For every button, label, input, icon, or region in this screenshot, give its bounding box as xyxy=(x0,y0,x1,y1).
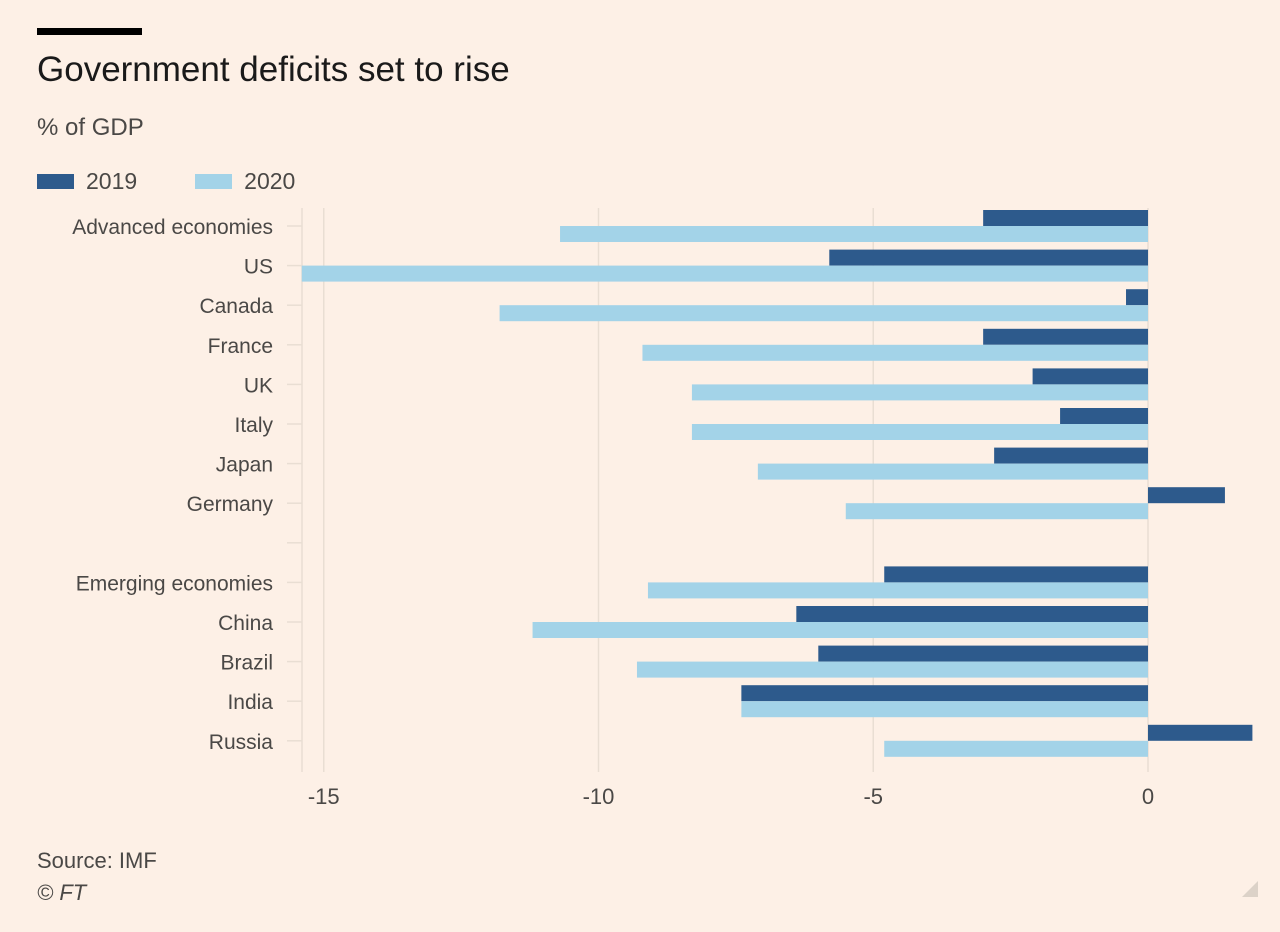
resize-corner-icon xyxy=(1242,881,1258,897)
category-label: Canada xyxy=(199,295,273,318)
category-label: France xyxy=(208,335,273,358)
category-label: US xyxy=(244,256,273,279)
x-tick-label: -10 xyxy=(583,784,615,809)
legend-swatch-2019 xyxy=(37,173,74,189)
bar-2019-6 xyxy=(994,447,1148,464)
copyright-note: © FT xyxy=(37,880,87,905)
bar-2020-1 xyxy=(301,265,1148,282)
x-tick-label: -15 xyxy=(308,784,340,809)
legend: 2019 2020 xyxy=(37,167,353,195)
bar-2019-10 xyxy=(796,606,1148,622)
bar-2019-9 xyxy=(884,566,1148,583)
source-note: Source: IMF xyxy=(37,848,157,873)
bar-2020-2 xyxy=(499,305,1149,322)
bar-2019-7 xyxy=(1148,487,1225,504)
category-label: China xyxy=(218,612,273,635)
category-label: Italy xyxy=(234,414,273,437)
category-label: Brazil xyxy=(220,652,273,675)
legend-swatch-2020 xyxy=(195,173,233,189)
bar-2020-5 xyxy=(691,424,1148,440)
bar-2020-10 xyxy=(532,622,1148,638)
bar-2019-0 xyxy=(983,210,1148,226)
x-tick-label: 0 xyxy=(1142,784,1154,809)
bar-2019-12 xyxy=(741,685,1148,702)
category-label: Germany xyxy=(187,493,274,516)
bar-2020-13 xyxy=(884,740,1148,757)
bar-2020-4 xyxy=(691,384,1148,401)
bar-2020-6 xyxy=(757,463,1148,480)
bar-chart: Advanced economies US Canada France UK Italy J… xyxy=(72,208,1253,809)
category-label: Emerging economies xyxy=(76,572,273,595)
legend-label-2020: 2020 xyxy=(244,167,296,194)
category-label: Advanced economies xyxy=(72,216,273,239)
category-label: Japan xyxy=(216,454,273,477)
bar-2019-1 xyxy=(829,249,1148,266)
bar-2020-7 xyxy=(845,503,1148,520)
category-label: Russia xyxy=(209,731,274,754)
legend-item-2019: 2019 xyxy=(37,168,137,195)
bar-2020-0 xyxy=(560,226,1148,242)
bar-2019-2 xyxy=(1126,289,1148,306)
bar-2019-5 xyxy=(1060,408,1148,424)
bar-2019-13 xyxy=(1148,724,1253,741)
bar-2020-12 xyxy=(741,701,1148,718)
bar-2020-11 xyxy=(636,661,1148,678)
category-label: UK xyxy=(244,374,273,397)
bar-2020-3 xyxy=(642,344,1148,361)
x-tick-label: -5 xyxy=(863,784,883,809)
legend-item-2020: 2020 xyxy=(195,168,295,195)
bar-2019-4 xyxy=(1032,368,1148,385)
legend-label-2019: 2019 xyxy=(86,167,138,194)
bar-2019-11 xyxy=(818,645,1148,662)
chart-subtitle: % of GDP xyxy=(37,114,144,141)
bar-2019-3 xyxy=(983,328,1148,345)
bar-2020-9 xyxy=(647,582,1148,599)
title-rule xyxy=(37,28,142,35)
category-label: India xyxy=(227,691,273,714)
chart-title: Government deficits set to rise xyxy=(37,50,510,89)
